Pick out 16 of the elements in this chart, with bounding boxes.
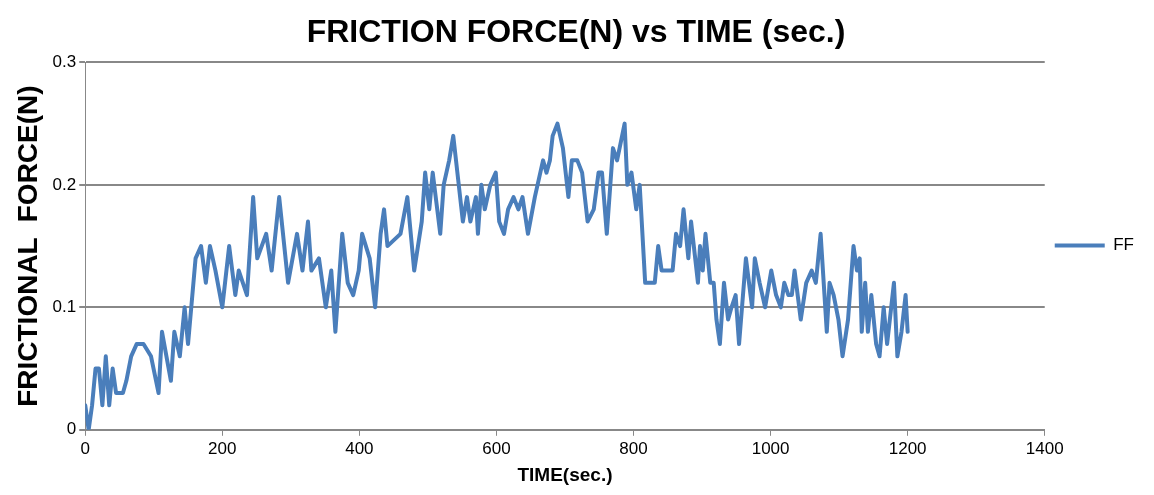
y-tick-label: 0.2: [52, 174, 77, 194]
y-axis-title: FRICTIONAL FORCE(N): [11, 85, 43, 407]
y-tick-label: 0: [66, 419, 77, 439]
y-tick-label: 0.1: [52, 297, 77, 317]
x-tick-label: 1000: [751, 438, 790, 458]
x-tick-label: 1200: [888, 438, 927, 458]
chart-title: FRICTION FORCE(N) vs TIME (sec.): [306, 13, 846, 50]
y-tick-label: 0.3: [52, 52, 77, 72]
x-tick-label: 200: [208, 438, 237, 458]
x-tick-label: 0: [80, 438, 90, 458]
x-axis-title: TIME(sec.): [517, 463, 613, 485]
x-tick-label: 400: [345, 438, 374, 458]
x-tick-label: 800: [619, 438, 648, 458]
x-tick-label: 600: [482, 438, 511, 458]
x-tick-label: 1400: [1025, 438, 1064, 458]
legend-label: FF: [1113, 235, 1135, 255]
